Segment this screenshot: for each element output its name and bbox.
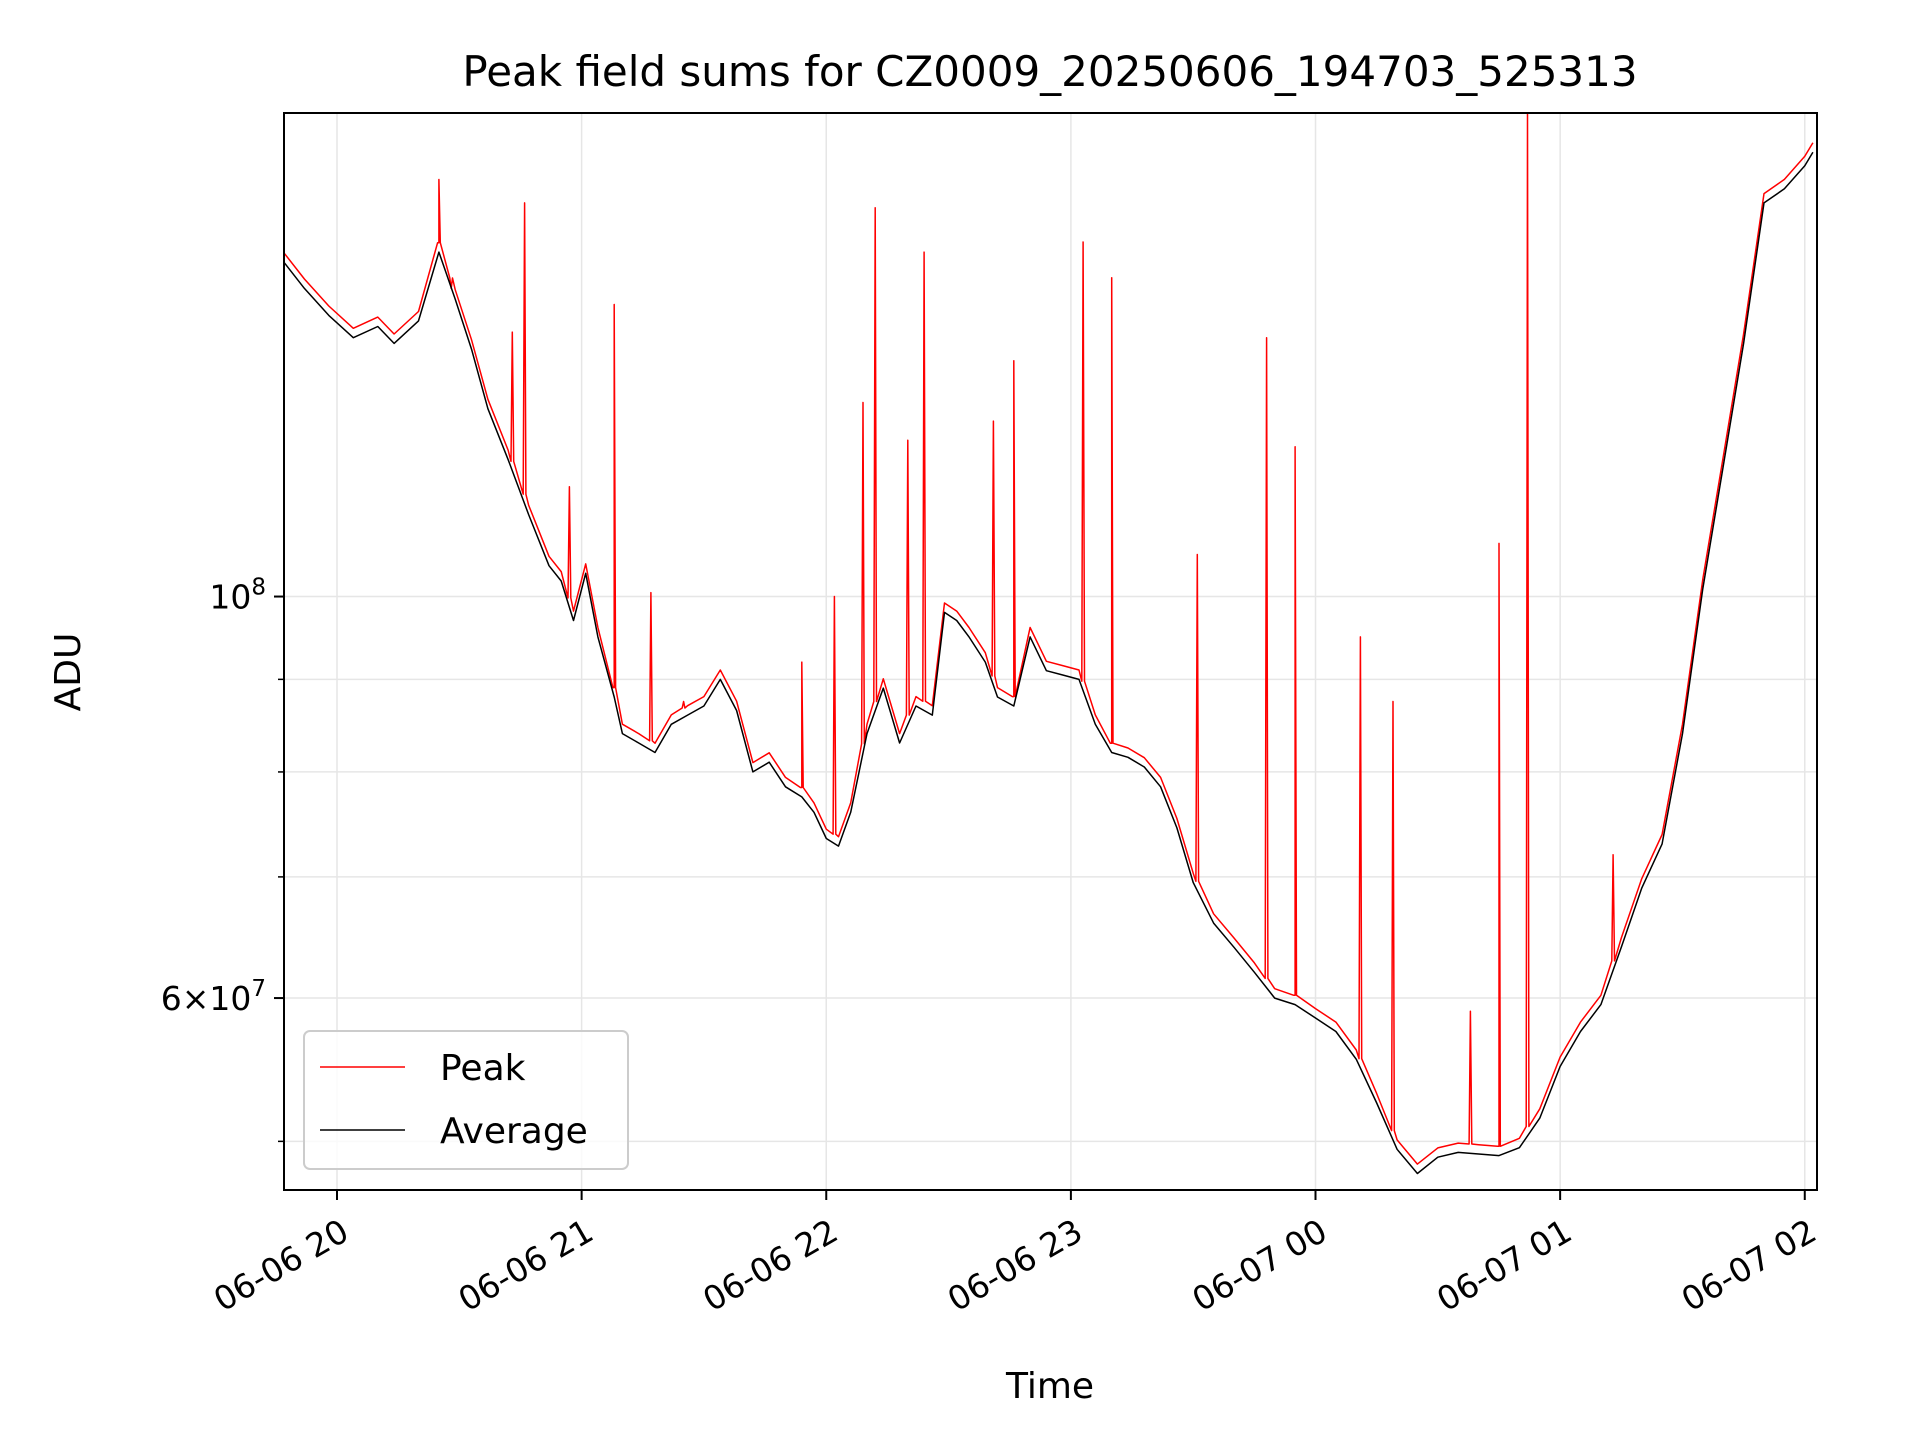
series-layer [283, 112, 1814, 1175]
y-tick-label: 108 [209, 575, 266, 617]
y-axis: 108 6×107 [161, 575, 284, 1143]
legend: Peak Average [303, 1030, 629, 1170]
x-axis-label: Time [1005, 1366, 1094, 1407]
series-line-average [283, 151, 1814, 1175]
y-axis-label: ADU [48, 633, 89, 712]
plot-frame [283, 112, 1818, 1191]
legend-label-peak: Peak [440, 1048, 526, 1089]
legend-label-average: Average [440, 1111, 588, 1152]
y-tick-label: 6×107 [161, 976, 266, 1018]
series-line-peak [283, 112, 1814, 1165]
gridlines [284, 113, 1817, 1190]
legend-box [303, 1030, 629, 1170]
chart-title: Peak field sums for CZ0009_20250606_1947… [462, 47, 1637, 96]
